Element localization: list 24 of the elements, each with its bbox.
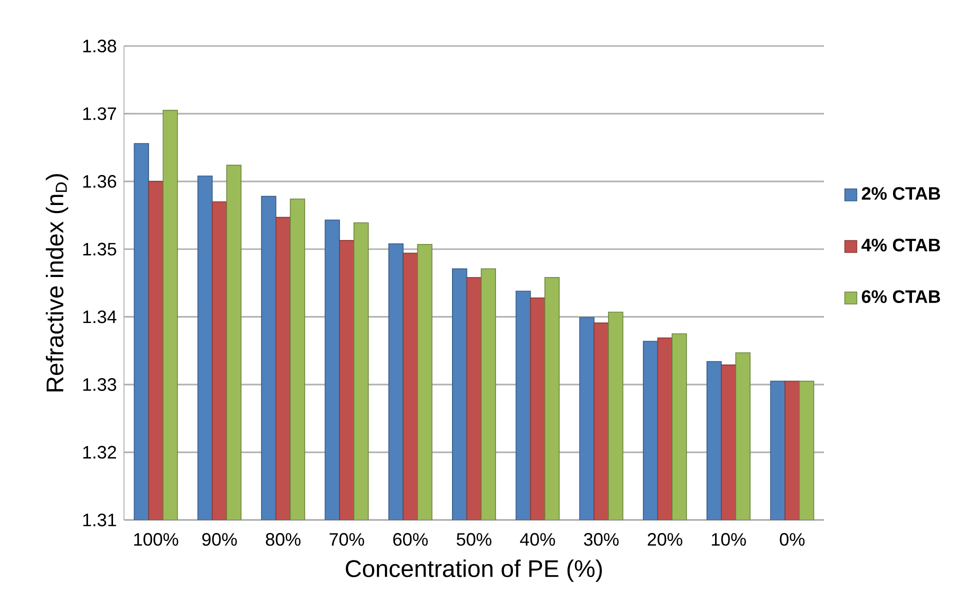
y-tick-label: 1.34 [83, 310, 116, 324]
x-tick-label: 70% [330, 533, 364, 546]
y-axis-title: Refractive index (n$_{D}$) [46, 174, 68, 392]
y-tick-label: 1.33 [83, 378, 116, 391]
x-tick-label: 20% [648, 533, 682, 546]
y-tick-label: 1.38 [83, 40, 116, 52]
legend-label: 4% CTAB [861, 238, 940, 252]
x-tick-label: 90% [202, 533, 237, 546]
x-axis-title: Concentration of PE (%) [346, 560, 602, 582]
x-tick-label: 10% [712, 533, 746, 546]
x-tick-label: 30% [584, 533, 619, 546]
legend-label: 2% CTAB [862, 187, 940, 200]
legend-label: 6% CTAB [862, 290, 940, 304]
y-tick-label: 1.35 [83, 242, 116, 256]
x-tick-label: 60% [393, 533, 428, 546]
x-tick-label: 0% [780, 533, 805, 546]
x-tick-label: 80% [266, 533, 300, 546]
x-tick-label: 50% [456, 533, 492, 546]
y-tick-label: 1.37 [83, 107, 116, 120]
x-tick-label: 100% [134, 533, 178, 546]
y-tick-label: 1.32 [83, 446, 116, 459]
y-tick-label: 1.31 [83, 514, 116, 526]
x-tick-label: 40% [520, 533, 556, 546]
y-tick-label: 1.36 [83, 175, 116, 188]
